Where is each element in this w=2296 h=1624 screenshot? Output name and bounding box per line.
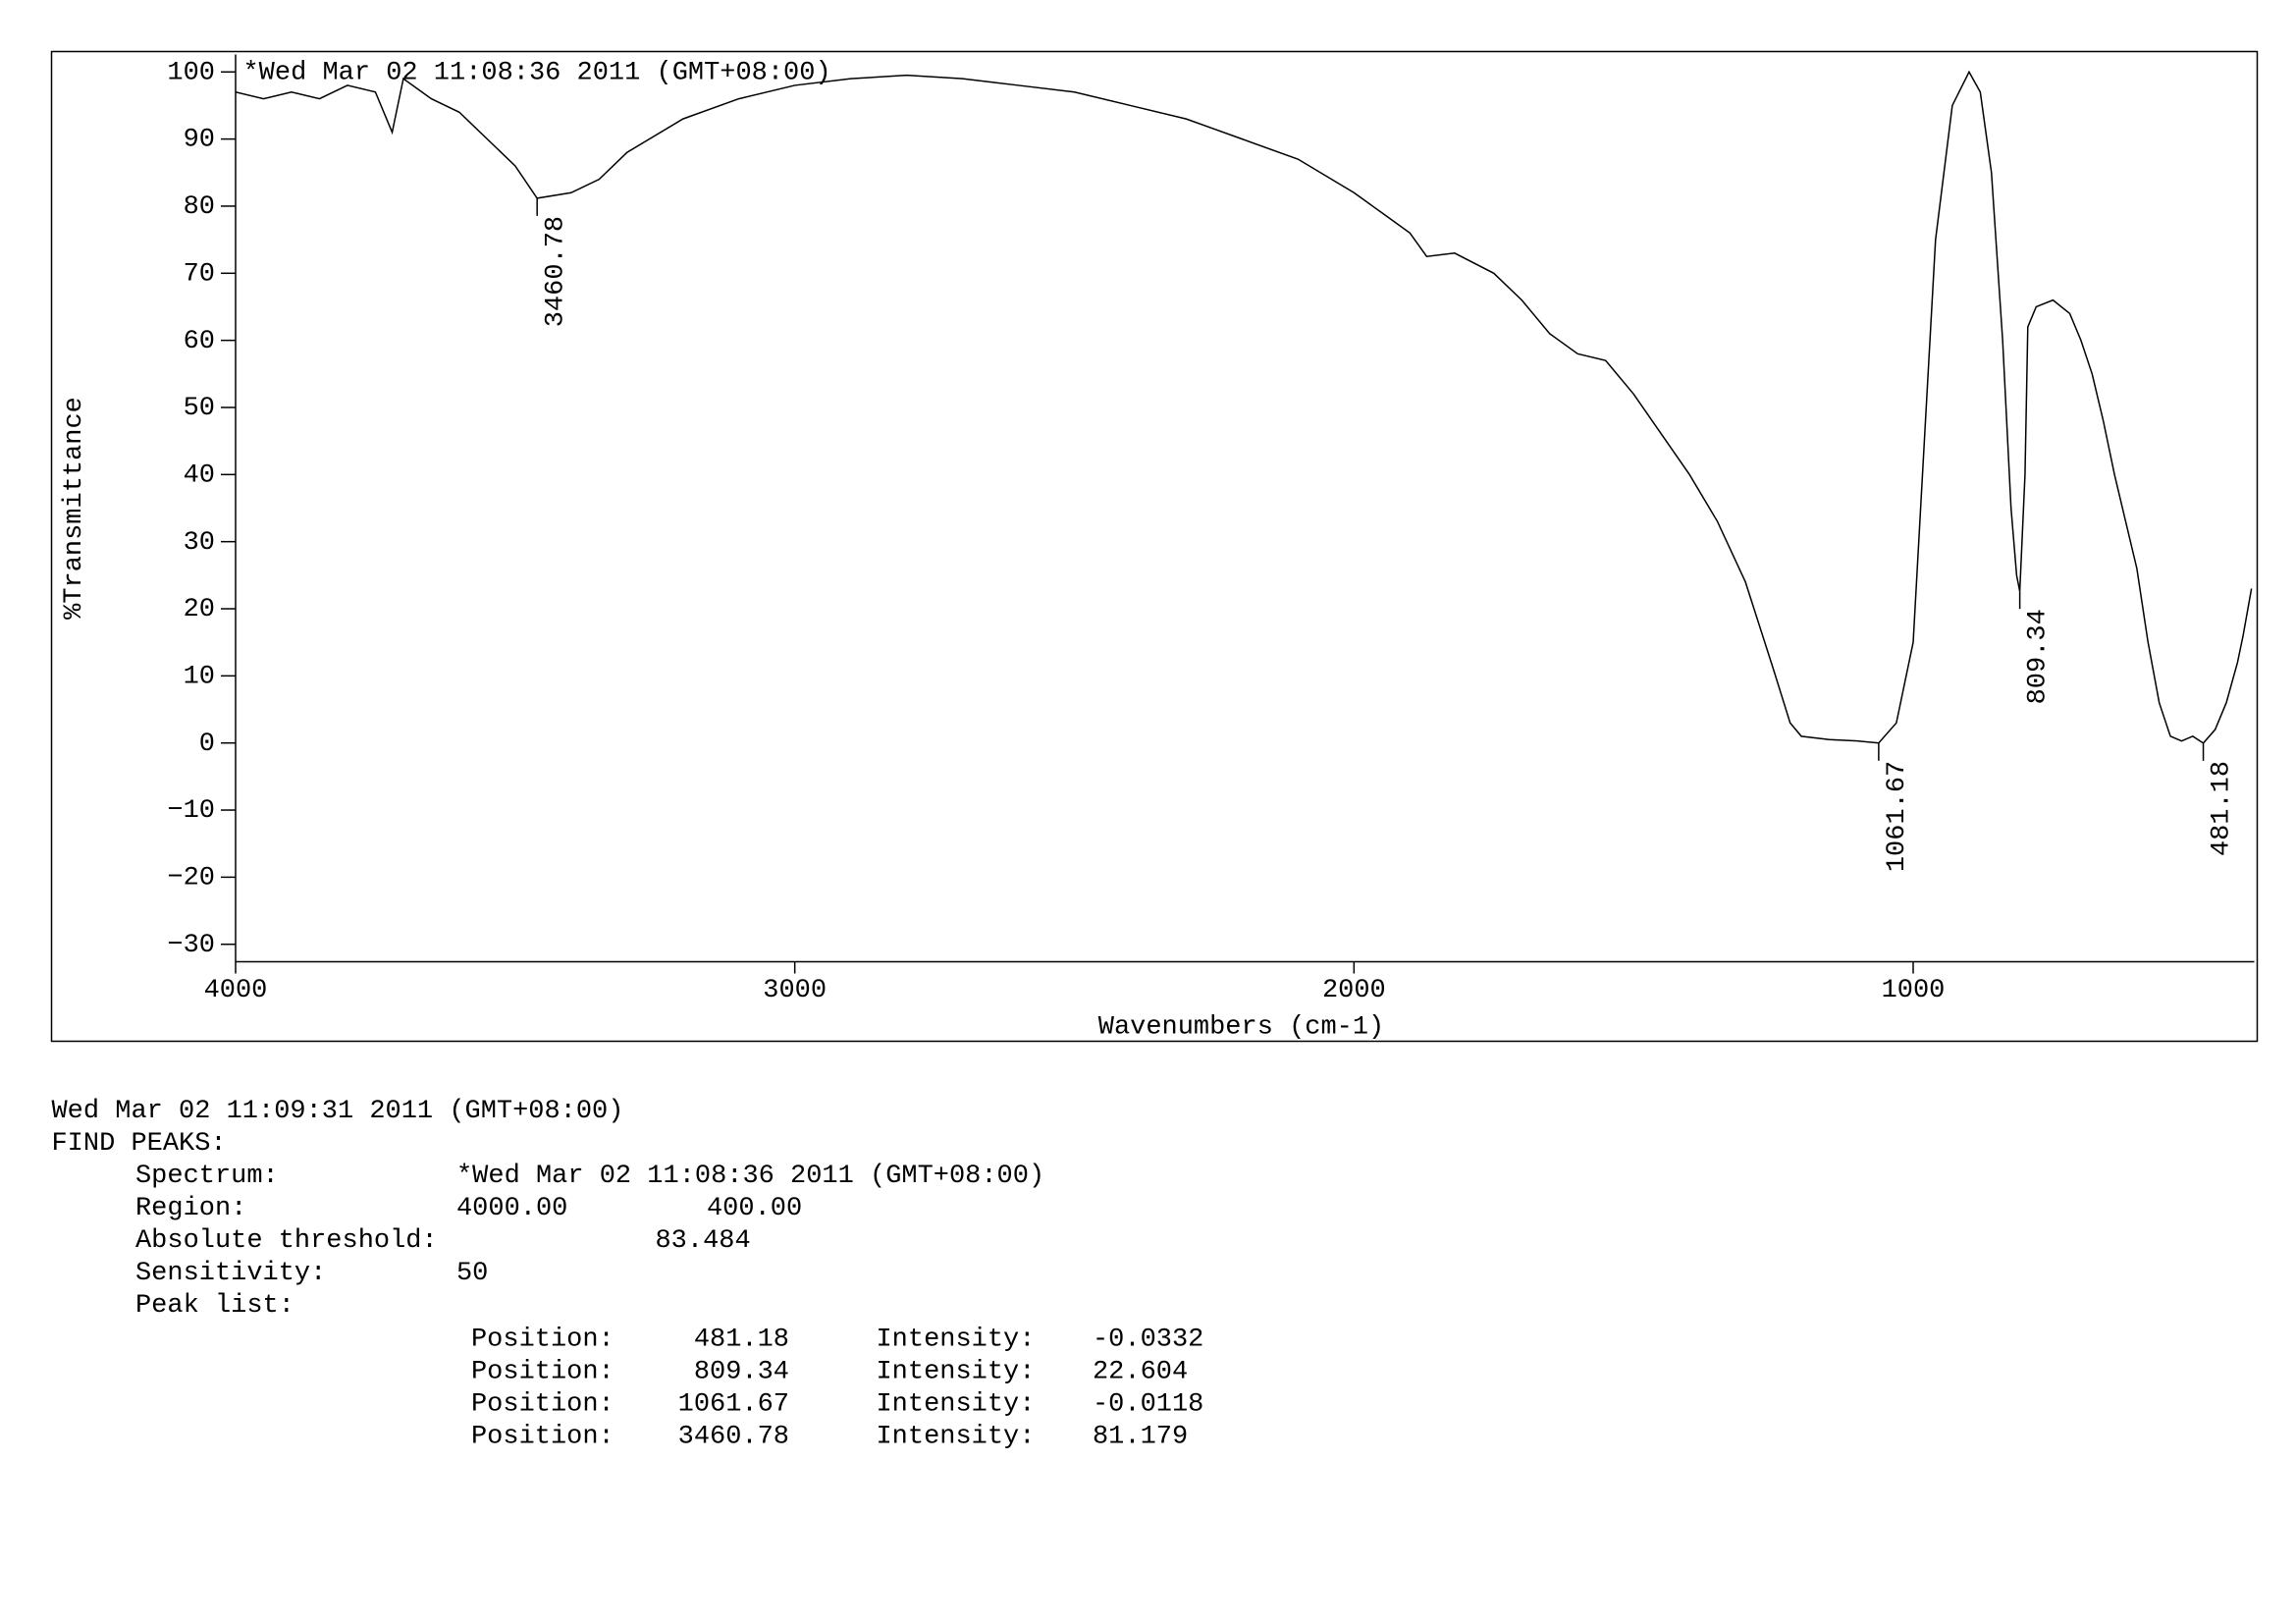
y-tick-label: −10: [167, 796, 215, 826]
peak-label: 481.18: [2208, 761, 2237, 856]
y-tick-label: 60: [184, 327, 215, 356]
row-label: Position:: [471, 1358, 614, 1387]
y-tick-label: 0: [199, 730, 215, 759]
field-value: 400.00: [707, 1194, 802, 1223]
y-tick-label: −30: [167, 931, 215, 960]
x-tick-label: 2000: [1322, 976, 1386, 1005]
spectrum-line: [235, 70, 2253, 744]
row-label: Position:: [471, 1423, 614, 1452]
peak-list: Position: 481.18 Intensity: -0.0332 Position…: [471, 1326, 1203, 1452]
field-label: Spectrum:: [135, 1162, 279, 1191]
y-tick-label: 90: [184, 126, 215, 155]
report-timestamp: Wed Mar 02 11:09:31 2011 (GMT+08:00): [52, 1097, 624, 1126]
chart-title: *Wed Mar 02 11:08:36 2011 (GMT+08:00): [243, 59, 831, 88]
chart-frame: [50, 50, 2259, 1043]
row-label: Intensity:: [877, 1423, 1036, 1452]
peak-label: 3460.78: [541, 216, 570, 327]
peak-label: 1061.67: [1883, 761, 1912, 872]
field-value: *Wed Mar 02 11:08:36 2011 (GMT+08:00): [456, 1162, 1044, 1191]
row-value: 481.18: [694, 1326, 789, 1355]
y-tick-label: 80: [184, 192, 215, 222]
x-tick-label: 3000: [763, 976, 827, 1005]
row-value: 81.179: [1093, 1423, 1188, 1452]
x-tick-label: 1000: [1882, 976, 1946, 1005]
row-label: Intensity:: [877, 1390, 1036, 1420]
x-tick-label: 4000: [204, 976, 268, 1005]
field-label: Absolute threshold:: [135, 1226, 438, 1256]
row-value: 809.34: [694, 1358, 789, 1387]
row-value: 1061.67: [678, 1390, 789, 1420]
peak-label: 809.34: [2024, 609, 2054, 704]
field-value: 50: [456, 1259, 488, 1288]
y-tick-label: 70: [184, 259, 215, 289]
x-axis-label: Wavenumbers (cm-1): [1098, 1013, 1384, 1043]
field-value: 4000.00: [456, 1194, 567, 1223]
y-tick-label: 10: [184, 662, 215, 691]
y-tick-label: 40: [184, 460, 215, 490]
row-label: Intensity:: [877, 1358, 1036, 1387]
report-heading: FIND PEAKS:: [52, 1129, 227, 1159]
row-label: Position:: [471, 1326, 614, 1355]
row-value: 3460.78: [678, 1423, 789, 1452]
field-label: Sensitivity:: [135, 1259, 326, 1288]
y-axis-label: %Transmittance: [60, 397, 89, 620]
y-tick-label: 100: [167, 58, 215, 87]
field-value: 83.484: [656, 1226, 751, 1256]
y-tick-label: −20: [167, 864, 215, 893]
row-value: 22.604: [1093, 1358, 1188, 1387]
row-value: -0.0332: [1093, 1326, 1203, 1355]
row-label: Intensity:: [877, 1326, 1036, 1355]
y-tick-label: 30: [184, 528, 215, 558]
y-tick-label: 20: [184, 595, 215, 624]
field-label: Region:: [135, 1194, 246, 1223]
row-value: -0.0118: [1093, 1390, 1203, 1420]
row-label: Position:: [471, 1390, 614, 1420]
field-label: Peak list:: [135, 1291, 294, 1321]
y-tick-label: 50: [184, 394, 215, 423]
